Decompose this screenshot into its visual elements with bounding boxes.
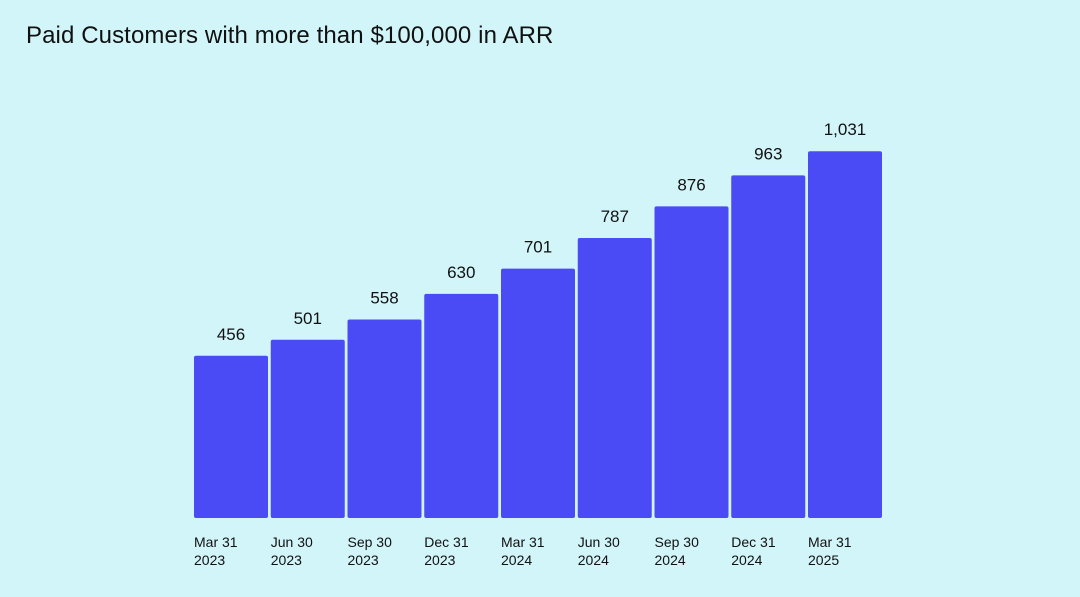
bar-value-label-2: 558 (370, 288, 398, 307)
bar-7 (731, 175, 806, 518)
bar-value-label-8: 1,031 (824, 120, 867, 139)
bar-value-label-6: 876 (677, 175, 705, 194)
category-label-7: Dec 31 2024 (731, 534, 776, 568)
category-label-4: Mar 31 2024 (501, 534, 545, 568)
bar-8 (808, 151, 882, 519)
category-label-0: Mar 31 2023 (194, 534, 238, 568)
bar-3 (424, 293, 499, 518)
category-label-6: Sep 30 2024 (655, 534, 700, 568)
bar-6 (654, 206, 729, 518)
bar-value-label-5: 787 (601, 207, 629, 226)
category-labels-layer: Mar 31 2023 Jun 30 2023 Sep 30 2023 Dec 31 2023… (194, 534, 852, 568)
chart-title: Paid Customers with more than $100,000 i… (26, 22, 554, 49)
bar-value-label-7: 963 (754, 144, 782, 163)
bar-value-label-0: 456 (217, 325, 245, 344)
bar-0 (194, 355, 268, 518)
bar-value-label-3: 630 (447, 263, 475, 282)
bar-5 (577, 238, 652, 518)
category-label-3: Dec 31 2023 (424, 534, 469, 568)
category-label-2: Sep 30 2023 (348, 534, 393, 568)
bar-1 (270, 339, 345, 518)
bar-value-label-1: 501 (294, 309, 322, 328)
bars-layer (194, 151, 882, 519)
category-label-5: Jun 30 2024 (578, 534, 620, 568)
bar-2 (347, 319, 422, 518)
category-label-8: Mar 31 2025 (808, 534, 852, 568)
bar-4 (501, 268, 575, 518)
bar-value-label-4: 701 (524, 238, 552, 257)
value-labels-layer: 456 501 558 630 701 787 876 963 1,031 (217, 120, 866, 344)
category-label-1: Jun 30 2023 (271, 534, 313, 568)
